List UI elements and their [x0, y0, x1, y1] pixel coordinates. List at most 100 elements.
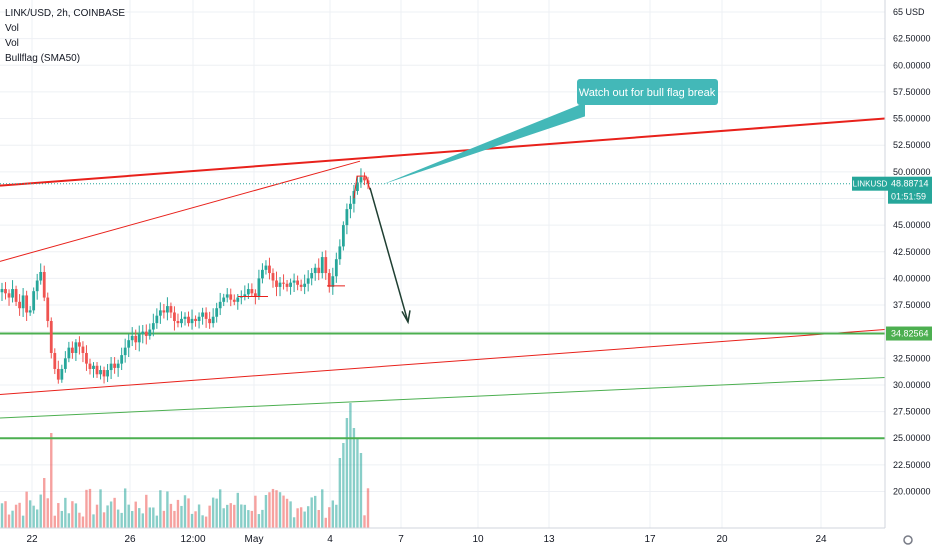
candle-body[interactable] — [53, 352, 57, 369]
candle-body[interactable] — [148, 329, 152, 336]
candle-body[interactable] — [42, 271, 46, 298]
candle-body[interactable] — [60, 368, 64, 380]
candle-body[interactable] — [21, 295, 25, 309]
candle-body[interactable] — [334, 259, 338, 277]
candle-body[interactable] — [349, 203, 352, 210]
candle-body[interactable] — [317, 267, 321, 274]
candle-body[interactable] — [211, 316, 215, 324]
candle-body[interactable] — [341, 225, 345, 247]
candle-body[interactable] — [113, 363, 117, 368]
candle-body[interactable] — [359, 177, 363, 183]
candle-body[interactable] — [250, 289, 254, 294]
candle-body[interactable] — [363, 177, 366, 181]
candle-body[interactable] — [166, 306, 169, 313]
candle-body[interactable] — [183, 316, 187, 319]
candle-body[interactable] — [292, 280, 296, 283]
candle-body[interactable] — [215, 308, 219, 317]
candle-body[interactable] — [180, 318, 183, 324]
candle-body[interactable] — [134, 335, 138, 343]
legend-bullflag-indicator[interactable]: Bullflag (SMA50) — [5, 53, 81, 64]
candle-body[interactable] — [222, 297, 226, 302]
candle-body[interactable] — [331, 276, 335, 287]
symbol-tag[interactable] — [852, 176, 888, 191]
candle-body[interactable] — [229, 294, 233, 300]
candle-body[interactable] — [282, 282, 285, 284]
candle-body[interactable] — [338, 246, 342, 260]
candle-body[interactable] — [356, 182, 359, 192]
lower-trendline[interactable] — [0, 329, 886, 396]
candle-body[interactable] — [0, 289, 4, 293]
candle-body[interactable] — [28, 310, 32, 313]
candle-body[interactable] — [324, 257, 328, 274]
candle-body[interactable] — [303, 283, 307, 287]
candle-body[interactable] — [11, 289, 14, 298]
candle-body[interactable] — [35, 280, 39, 292]
sma-trendline[interactable] — [0, 376, 886, 419]
candle-body[interactable] — [120, 355, 124, 364]
candle-body[interactable] — [92, 365, 95, 369]
candle-body[interactable] — [14, 289, 18, 302]
candle-body[interactable] — [102, 370, 106, 377]
candle-body[interactable] — [18, 301, 21, 309]
candle-body[interactable] — [127, 340, 131, 348]
candle-body[interactable] — [190, 318, 194, 324]
candle-body[interactable] — [116, 363, 120, 368]
candle-body[interactable] — [151, 323, 155, 330]
candle-body[interactable] — [144, 331, 148, 336]
candle-body[interactable] — [197, 316, 201, 322]
candle-body[interactable] — [99, 370, 102, 375]
candle-body[interactable] — [201, 312, 204, 317]
legend-volume-1[interactable]: Vol — [5, 23, 19, 34]
candle-body[interactable] — [74, 342, 78, 353]
candle-body[interactable] — [56, 368, 60, 380]
candle-body[interactable] — [130, 335, 134, 341]
candle-body[interactable] — [208, 318, 212, 324]
candle-body[interactable] — [169, 306, 173, 313]
candle-body[interactable] — [123, 347, 127, 356]
projection-arrow[interactable] — [369, 187, 409, 323]
candle-body[interactable] — [109, 363, 113, 371]
candle-body[interactable] — [137, 333, 141, 343]
callout-box[interactable] — [577, 79, 718, 105]
candle-body[interactable] — [63, 358, 67, 369]
candle-body[interactable] — [39, 271, 43, 281]
candle-body[interactable] — [232, 299, 236, 302]
candle-body[interactable] — [106, 370, 109, 377]
candle-body[interactable] — [70, 347, 74, 353]
candle-body[interactable] — [320, 257, 324, 274]
candle-body[interactable] — [88, 363, 92, 369]
candle-body[interactable] — [218, 301, 222, 309]
candle-body[interactable] — [261, 269, 264, 279]
candle-body[interactable] — [243, 294, 247, 297]
candle-body[interactable] — [310, 273, 314, 279]
candle-body[interactable] — [4, 289, 7, 294]
candle-body[interactable] — [257, 278, 261, 297]
candle-body[interactable] — [268, 265, 271, 274]
candle-body[interactable] — [246, 289, 250, 295]
candle-body[interactable] — [194, 318, 197, 322]
candle-body[interactable] — [81, 346, 85, 353]
candle-body[interactable] — [299, 284, 303, 287]
candle-body[interactable] — [225, 294, 229, 298]
candle-body[interactable] — [158, 310, 162, 316]
upper-trendline[interactable] — [0, 117, 886, 187]
candle-body[interactable] — [85, 352, 88, 364]
settings-gear-icon[interactable] — [903, 535, 913, 545]
candle-body[interactable] — [264, 265, 268, 270]
candle-body[interactable] — [49, 321, 53, 353]
level-tag[interactable] — [886, 326, 932, 341]
legend-volume-2[interactable]: Vol — [5, 38, 19, 49]
candle-body[interactable] — [46, 297, 50, 322]
candle-body[interactable] — [204, 312, 208, 319]
candle-body[interactable] — [313, 267, 317, 274]
candle-body[interactable] — [155, 315, 159, 324]
candle-body[interactable] — [271, 273, 275, 281]
candle-body[interactable] — [67, 347, 71, 359]
candle-body[interactable] — [141, 331, 145, 334]
candle-body[interactable] — [162, 310, 166, 313]
candle-body[interactable] — [275, 280, 278, 287]
candle-body[interactable] — [289, 282, 292, 287]
candle-body[interactable] — [7, 293, 11, 298]
candle-body[interactable] — [327, 273, 331, 287]
